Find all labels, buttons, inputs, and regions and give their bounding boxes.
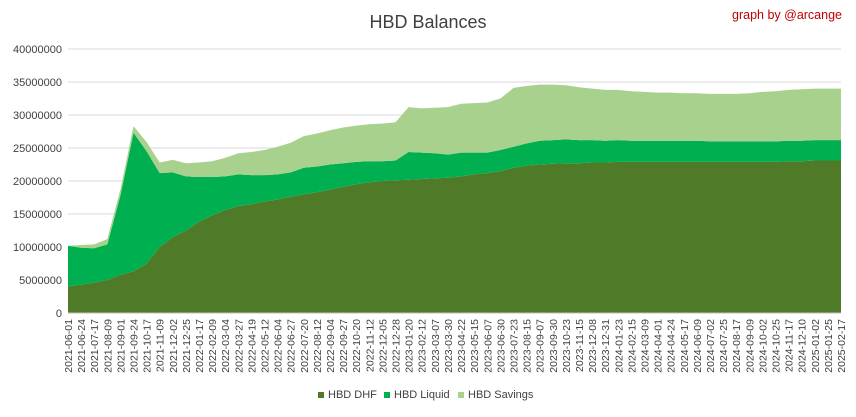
x-tick-label: 2024-06-09 <box>692 319 704 373</box>
x-tick-label: 2021-12-25 <box>181 319 193 373</box>
x-tick-label: 2022-06-27 <box>286 319 298 373</box>
x-tick-label: 2024-04-01 <box>653 319 665 373</box>
x-tick-label: 2022-01-17 <box>194 319 206 373</box>
legend-label: HBD DHF <box>328 389 377 401</box>
y-tick-label: 30000000 <box>13 110 62 122</box>
x-tick-label: 2024-08-17 <box>731 319 743 373</box>
x-tick-label: 2024-10-25 <box>771 319 783 373</box>
x-tick-label: 2022-09-27 <box>338 319 350 373</box>
legend-label: HBD Savings <box>468 389 534 401</box>
x-tick-label: 2023-10-23 <box>561 319 573 373</box>
x-tick-label: 2023-11-15 <box>574 319 586 372</box>
x-tick-label: 2023-07-23 <box>509 319 521 373</box>
x-tick-label: 2022-07-20 <box>299 319 311 373</box>
x-tick-label: 2023-04-22 <box>456 319 468 373</box>
x-tick-label: 2022-08-12 <box>312 319 324 373</box>
x-tick-label: 2023-01-20 <box>404 319 416 373</box>
x-tick-label: 2024-04-24 <box>666 319 678 373</box>
x-tick-label: 2023-12-08 <box>587 319 599 373</box>
legend-label: HBD Liquid <box>394 389 450 401</box>
x-tick-label: 2021-10-17 <box>142 319 154 373</box>
x-tick-label: 2023-03-07 <box>430 319 442 373</box>
legend-swatch <box>318 392 324 398</box>
x-tick-label: 2022-09-04 <box>325 319 337 373</box>
x-tick-label: 2023-08-15 <box>522 319 534 373</box>
x-tick-label: 2021-08-09 <box>102 319 114 373</box>
x-tick-label: 2021-11-09 <box>155 319 167 372</box>
x-tick-label: 2024-09-09 <box>744 319 756 373</box>
x-tick-label: 2025-01-25 <box>823 319 835 373</box>
x-tick-label: 2022-03-04 <box>220 319 232 373</box>
legend-swatch <box>458 392 464 398</box>
y-tick-label: 5000000 <box>19 275 62 287</box>
x-tick-label: 2022-05-12 <box>260 319 272 373</box>
x-tick-label: 2023-09-07 <box>535 319 547 373</box>
x-tick-label: 2022-12-28 <box>391 319 403 373</box>
x-tick-label: 2022-03-27 <box>233 319 245 373</box>
x-tick-label: 2025-01-02 <box>810 319 822 373</box>
x-tick-label: 2023-03-30 <box>443 319 455 373</box>
y-tick-label: 25000000 <box>13 143 62 155</box>
x-tick-label: 2023-05-15 <box>469 319 481 373</box>
x-tick-label: 2023-12-31 <box>600 319 612 373</box>
x-tick-label: 2024-01-23 <box>613 319 625 373</box>
y-tick-label: 15000000 <box>13 209 62 221</box>
chart-credit: graph by @arcange <box>732 8 842 22</box>
legend-swatch <box>384 392 390 398</box>
x-tick-label: 2021-09-24 <box>129 319 141 373</box>
x-tick-label: 2025-02-17 <box>836 319 848 373</box>
x-tick-label: 2024-12-10 <box>797 319 809 373</box>
x-tick-label: 2023-09-30 <box>548 319 560 373</box>
x-tick-label: 2022-10-20 <box>351 319 363 373</box>
y-tick-label: 20000000 <box>13 176 62 188</box>
x-tick-label: 2024-05-17 <box>679 319 691 373</box>
x-tick-label: 2021-09-01 <box>115 319 127 373</box>
series-area-hbd-dhf <box>68 160 841 313</box>
x-tick-label: 2022-06-04 <box>273 319 285 373</box>
x-tick-label: 2024-03-09 <box>640 319 652 373</box>
x-tick-label: 2022-02-09 <box>207 319 219 373</box>
x-tick-label: 2022-11-12 <box>364 319 376 372</box>
x-tick-label: 2024-07-25 <box>718 319 730 373</box>
x-tick-label: 2022-12-05 <box>377 319 389 373</box>
y-tick-label: 35000000 <box>13 77 62 89</box>
y-tick-label: 10000000 <box>13 242 62 254</box>
x-tick-label: 2023-02-12 <box>417 319 429 373</box>
x-tick-label: 2021-12-02 <box>168 319 180 373</box>
y-tick-label: 40000000 <box>13 44 62 56</box>
x-tick-label: 2021-06-01 <box>63 319 75 373</box>
y-tick-label: 0 <box>56 308 62 320</box>
x-tick-label: 2022-04-19 <box>246 319 258 373</box>
series-area-hbd-savings <box>68 84 841 249</box>
series-area-hbd-liquid <box>68 132 841 287</box>
x-tick-label: 2021-06-24 <box>76 319 88 373</box>
x-tick-label: 2024-11-17 <box>784 319 796 372</box>
x-tick-label: 2023-06-07 <box>482 319 494 373</box>
x-tick-label: 2024-10-02 <box>757 319 769 373</box>
x-tick-label: 2023-06-30 <box>495 319 507 373</box>
chart-title: HBD Balances <box>369 12 487 32</box>
x-tick-label: 2024-07-02 <box>705 319 717 373</box>
x-tick-label: 2021-07-17 <box>89 319 101 373</box>
x-tick-label: 2024-02-15 <box>626 319 638 373</box>
